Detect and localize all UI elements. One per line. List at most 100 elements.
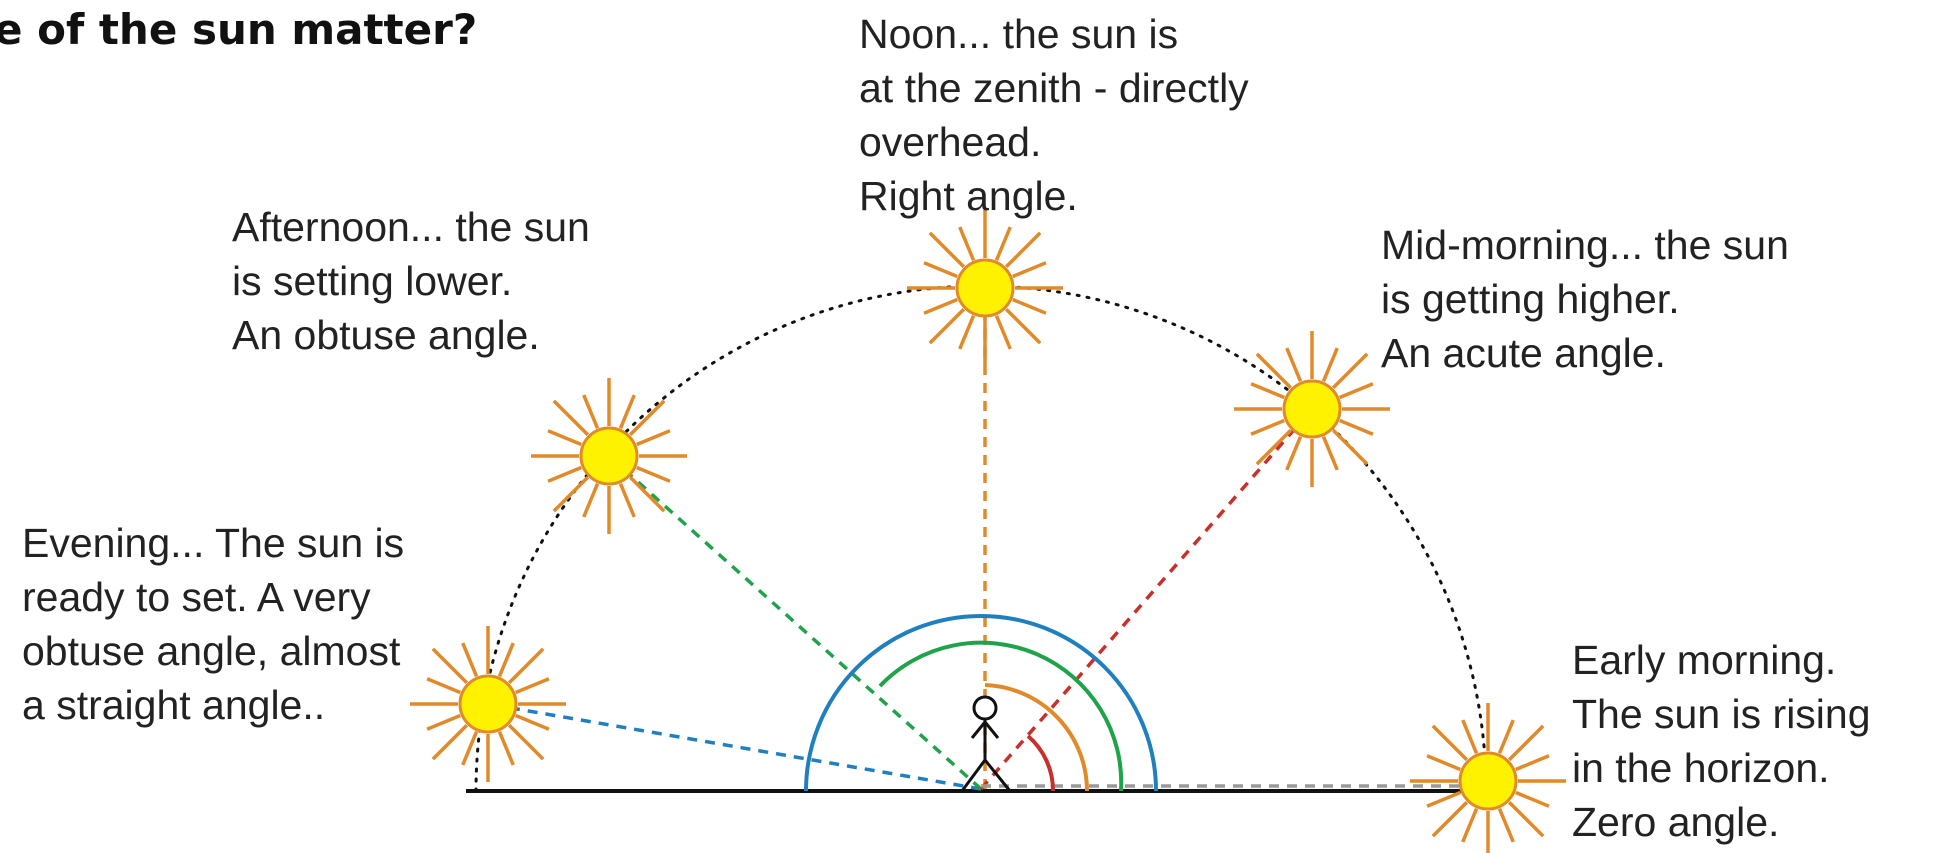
label-line: obtuse angle, almost — [22, 628, 401, 674]
sun-ray — [461, 731, 479, 766]
sun-ray — [426, 713, 461, 731]
label-line: overhead. — [859, 119, 1041, 165]
sun — [907, 210, 1063, 366]
label-line: Zero angle. — [1572, 799, 1779, 845]
suns — [410, 210, 1566, 853]
sun-ray — [507, 647, 545, 685]
angle-arc-noon — [984, 683, 1089, 792]
sun-ray — [1507, 724, 1545, 762]
sun-ray — [1012, 297, 1047, 315]
observer — [960, 695, 1012, 792]
mid-morning-ray — [979, 407, 1314, 791]
sun-ray — [507, 723, 545, 761]
sun-ray — [497, 731, 515, 766]
sun-ray — [1321, 347, 1339, 382]
sun-ray — [636, 465, 671, 483]
label-line: at the zenith - directly — [859, 65, 1249, 111]
sun-ray — [582, 483, 600, 518]
sun-ray — [1507, 800, 1545, 838]
sun-ray — [1431, 724, 1469, 762]
sun-ray — [1515, 790, 1550, 808]
sun-ray — [1497, 719, 1515, 754]
sun-ray — [928, 307, 966, 345]
sun-ray — [1331, 352, 1369, 390]
sun-ray — [1497, 808, 1515, 843]
sun-ray — [1339, 418, 1374, 436]
sun-ray — [1331, 428, 1369, 466]
sun-ray — [618, 394, 636, 429]
sun-ray — [1255, 352, 1293, 390]
sun — [1234, 331, 1390, 487]
sun-ray — [497, 642, 515, 677]
sun-ray — [1461, 808, 1479, 843]
sun-ray — [958, 226, 976, 261]
sun-ray — [552, 399, 590, 437]
sun-ray — [923, 297, 958, 315]
sun-ray — [628, 399, 666, 437]
label-line: ready to set. A very — [22, 574, 371, 620]
label-line: The sun is rising — [1572, 691, 1871, 737]
sun-core — [955, 258, 1015, 318]
sun-ray — [1285, 347, 1303, 382]
label-line: Afternoon... the sun — [232, 204, 590, 250]
sun-ray — [618, 483, 636, 518]
afternoon-ray — [607, 454, 983, 791]
label-line: a straight angle.. — [22, 682, 325, 728]
label-line: in the horizon. — [1572, 745, 1830, 791]
label-line: Mid-morning... the sun — [1381, 222, 1789, 268]
label-line: Evening... The sun is — [22, 520, 404, 566]
sun-core — [1458, 751, 1518, 811]
label-line: Noon... the sun is — [859, 11, 1178, 57]
sun-ray — [958, 315, 976, 350]
sun-ray — [1461, 719, 1479, 754]
sun-ray — [994, 226, 1012, 261]
label-line: Right angle. — [859, 173, 1078, 219]
sun-ray — [1515, 754, 1550, 772]
sun-ray — [928, 231, 966, 269]
sun-ray — [1250, 382, 1285, 400]
sun-ray — [636, 429, 671, 447]
sun-ray — [1339, 382, 1374, 400]
sun-core — [1282, 379, 1342, 439]
sun-ray — [1426, 754, 1461, 772]
sun-ray — [547, 465, 582, 483]
labels: Noon... the sun is at the zenith - direct… — [22, 11, 1871, 845]
sun — [410, 626, 566, 782]
sun — [531, 378, 687, 534]
angle-arc-evening — [804, 614, 1158, 792]
sun — [1410, 703, 1566, 853]
sun-ray — [552, 475, 590, 513]
sun-ray — [515, 713, 550, 731]
label-line: An acute angle. — [1381, 330, 1666, 376]
sun-ray — [461, 642, 479, 677]
sun-ray — [431, 723, 469, 761]
evening-ray — [487, 702, 982, 791]
label-line: is setting lower. — [232, 258, 512, 304]
sun-ray — [1004, 307, 1042, 345]
sun-ray — [1426, 790, 1461, 808]
sun-ray — [431, 647, 469, 685]
sun-ray — [1250, 418, 1285, 436]
sun-ray — [1321, 436, 1339, 471]
angle-arc-afternoon — [878, 640, 1124, 792]
sun-ray — [923, 261, 958, 279]
sun-core — [579, 426, 639, 486]
sun-ray — [1431, 800, 1469, 838]
geometry — [466, 284, 1488, 793]
sun-ray — [1285, 436, 1303, 471]
sun-ray — [628, 475, 666, 513]
sun-ray — [994, 315, 1012, 350]
label-line: An obtuse angle. — [232, 312, 540, 358]
label-line: Early morning. — [1572, 637, 1836, 683]
sun-ray — [515, 677, 550, 695]
sun-ray — [1004, 231, 1042, 269]
title: e of the sun matter? — [0, 5, 477, 54]
sun-ray — [1255, 428, 1293, 466]
sun-ray — [547, 429, 582, 447]
sun-ray — [1012, 261, 1047, 279]
angle-arc-mid-morning — [1026, 734, 1056, 792]
sun-ray — [582, 394, 600, 429]
sun-ray — [426, 677, 461, 695]
label-line: is getting higher. — [1381, 276, 1680, 322]
